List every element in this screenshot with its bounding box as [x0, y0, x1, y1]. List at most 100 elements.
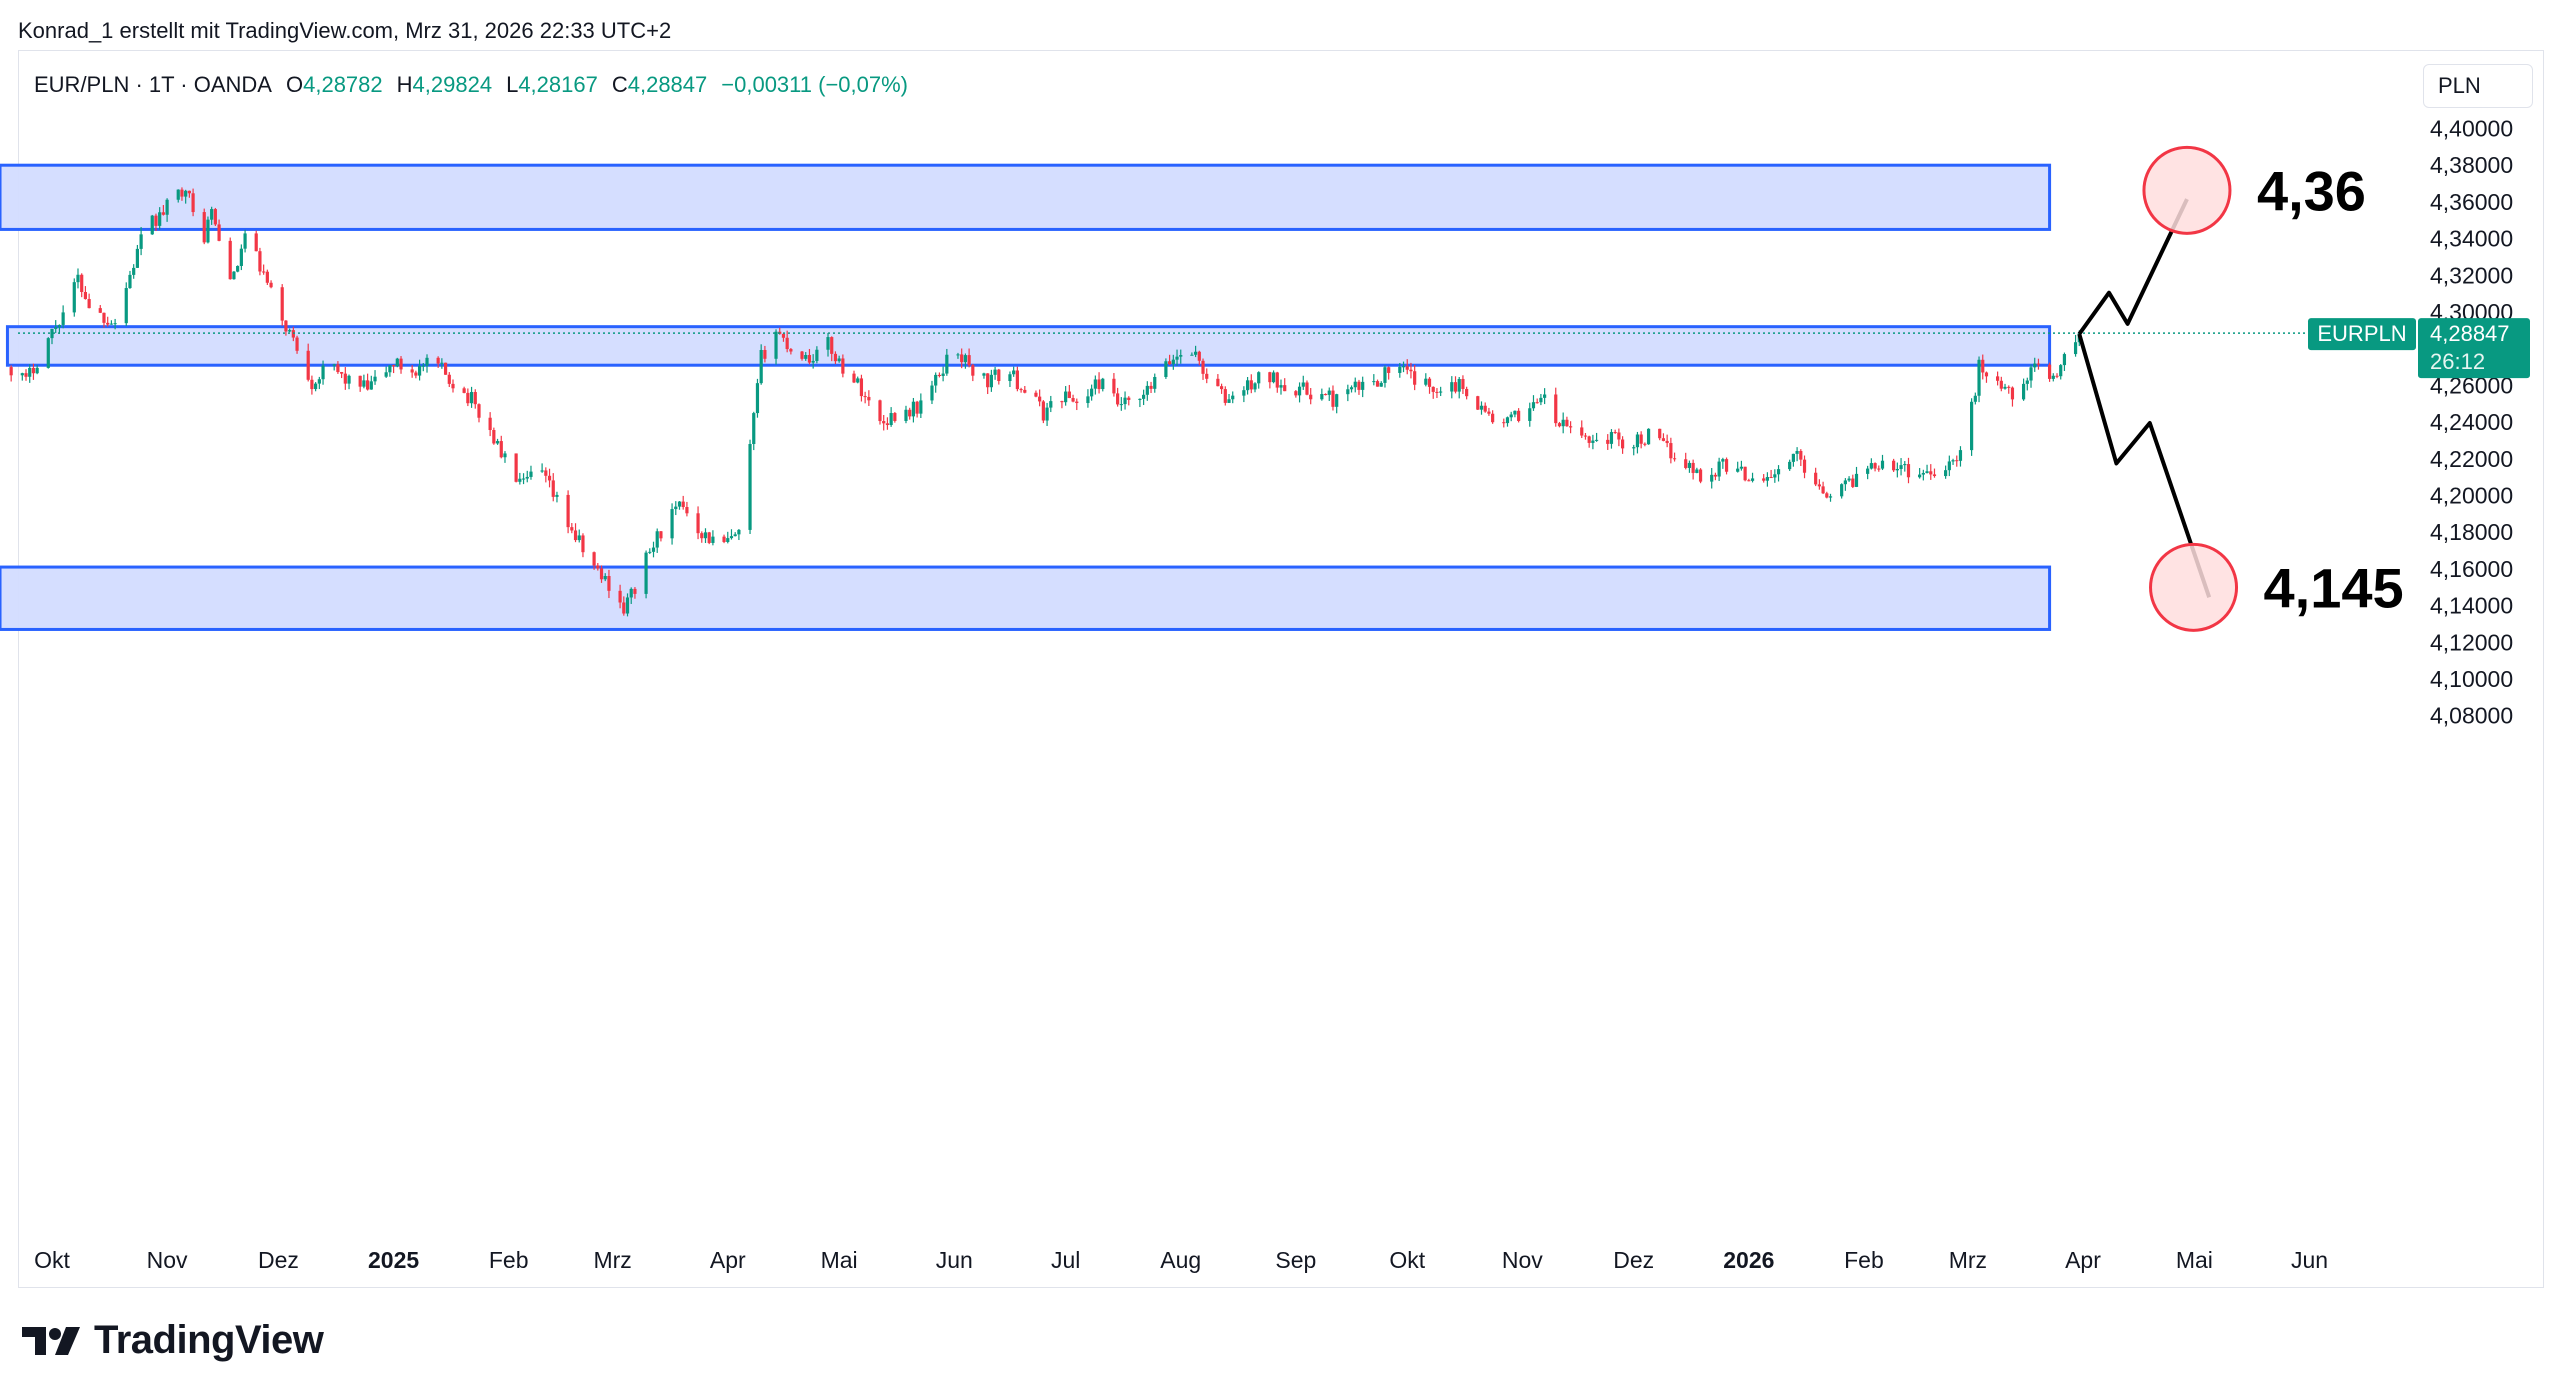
candle-2025-07-25: [1153, 373, 1157, 393]
candle-2026-03-02: [1970, 398, 1974, 456]
candle-2025-10-27: [1502, 418, 1506, 428]
candle-2024-10-09: [80, 273, 84, 298]
candle-2025-05-22: [915, 400, 919, 418]
y-tick-label: 4,38000: [2430, 152, 2513, 178]
candle-2024-12-13: [321, 360, 325, 385]
target-label-2: 4,145: [2264, 556, 2404, 619]
candle-2026-02-24: [1947, 455, 1951, 477]
price-zone-1[interactable]: [0, 163, 2052, 231]
candle-body: [1698, 469, 1703, 482]
candle-body: [373, 376, 377, 382]
candle-2024-12-19: [343, 367, 347, 390]
candle-body: [1257, 372, 1261, 384]
candle-body: [1951, 460, 1955, 462]
candle-2024-11-27: [262, 264, 266, 275]
candle-body: [1034, 392, 1038, 397]
candle-body: [1854, 473, 1859, 487]
candle-body: [1817, 484, 1821, 487]
candle-2025-03-06: [629, 587, 633, 604]
candle-body: [1465, 388, 1469, 397]
candle-body: [1594, 439, 1599, 441]
candle-body: [1168, 361, 1172, 365]
candle-body: [547, 475, 552, 481]
candle-body: [1866, 468, 1870, 474]
candle-body: [1349, 387, 1354, 390]
candle-2024-10-17: [109, 320, 114, 325]
y-tick-label: 4,16000: [2430, 556, 2513, 582]
candle-2025-02-24: [592, 551, 596, 570]
symbol-label[interactable]: EUR/PLN · 1T · OANDA: [34, 72, 272, 97]
candle-2025-04-07: [748, 439, 752, 534]
candle-2025-10-09: [1435, 388, 1439, 398]
candle-2025-10-14: [1453, 376, 1458, 394]
candle-2025-07-08: [1090, 384, 1094, 401]
candle-body: [1175, 356, 1179, 360]
candles-layer: [9, 187, 2081, 617]
x-tick-label: 2026: [1723, 1247, 1774, 1273]
candle-body: [213, 209, 217, 225]
candle-2025-09-26: [1387, 366, 1391, 380]
candle-2024-10-11: [87, 293, 91, 309]
candle-body: [1491, 413, 1495, 423]
candle-2025-01-24: [477, 403, 481, 423]
currency-selector[interactable]: PLN: [2423, 64, 2533, 108]
candle-body: [473, 392, 477, 405]
candle-2025-07-14: [1112, 373, 1116, 397]
target-label-1: 4,36: [2257, 159, 2366, 222]
candle-2026-01-07: [1769, 469, 1773, 479]
candle-body: [1743, 466, 1747, 481]
candle-body: [633, 588, 637, 594]
candle-2025-05-30: [945, 348, 949, 376]
candle-2025-10-06: [1424, 373, 1428, 387]
candle-body: [785, 337, 789, 350]
x-tick-label: Apr: [710, 1247, 746, 1273]
candle-2026-01-29: [1851, 474, 1855, 489]
candle-body: [46, 338, 50, 368]
candle-body: [314, 383, 318, 390]
candle-2025-10-01: [1405, 359, 1409, 375]
candle-body: [76, 274, 80, 283]
candle-2025-04-11: [763, 345, 767, 363]
candle-body: [1851, 478, 1855, 487]
candle-body: [1528, 408, 1532, 421]
price-zone-3[interactable]: [0, 565, 2052, 631]
candle-2024-11-26: [258, 247, 262, 276]
target-circle-2: [2149, 542, 2239, 632]
candle-2025-03-21: [685, 501, 689, 517]
candle-2025-02-07: [529, 465, 533, 480]
candle-body: [930, 385, 934, 401]
candle-2025-11-20: [1591, 434, 1595, 450]
candle-body: [2062, 354, 2067, 366]
candle-body: [1127, 397, 1131, 400]
candle-body: [1320, 394, 1324, 400]
candle-2024-10-21: [124, 282, 128, 327]
candle-2025-02-04: [518, 472, 522, 485]
candle-2026-01-26: [1840, 483, 1844, 499]
tradingview-logo[interactable]: TradingView: [22, 1318, 324, 1363]
candle-2025-08-11: [1216, 374, 1220, 387]
close-value: 4,28847: [627, 72, 708, 97]
candle-body: [1335, 394, 1339, 407]
candle-2025-02-05: [521, 473, 526, 485]
candle-body: [1999, 380, 2003, 389]
candle-2026-01-14: [1795, 447, 1799, 462]
candle-body: [1439, 391, 1443, 393]
candle-2026-03-13: [2010, 386, 2015, 407]
candle-2025-08-18: [1242, 386, 1246, 403]
candle-body: [187, 190, 191, 194]
candle-body: [288, 330, 292, 332]
candle-2025-06-25: [1041, 400, 1045, 424]
candle-body: [1297, 386, 1302, 396]
candle-2025-01-10: [425, 354, 429, 373]
candle-2025-07-09: [1093, 375, 1097, 395]
candle-body: [703, 532, 708, 539]
candle-body: [1045, 407, 1049, 421]
candle-2024-11-04: [176, 189, 180, 203]
candle-body: [2059, 365, 2063, 377]
candle-body: [1958, 450, 1963, 461]
candle-body: [555, 494, 559, 497]
candle-2025-07-16: [1119, 397, 1123, 411]
candle-2025-05-07: [859, 374, 864, 402]
candle-2025-06-13: [997, 368, 1001, 385]
